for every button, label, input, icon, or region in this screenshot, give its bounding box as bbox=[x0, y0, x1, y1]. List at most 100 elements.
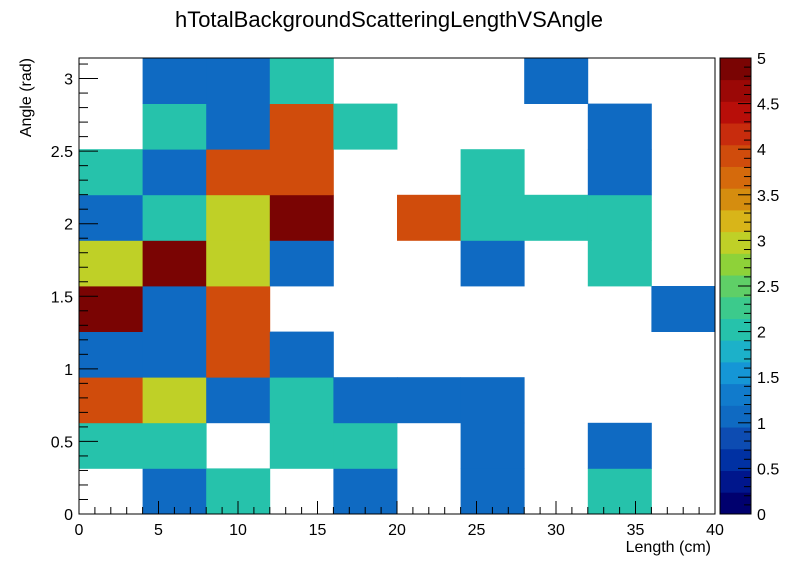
heatmap-cell bbox=[333, 422, 398, 469]
y-tick-label: 0 bbox=[64, 507, 73, 524]
x-tick-label: 5 bbox=[154, 522, 163, 539]
heatmap-cell bbox=[142, 468, 207, 515]
heatmap-cell bbox=[460, 240, 525, 287]
heatmap-cell bbox=[142, 149, 207, 196]
color-scale-swatch bbox=[720, 405, 751, 428]
heatmap-cell bbox=[206, 194, 271, 241]
heatmap-cell bbox=[460, 422, 525, 469]
heatmap-cell bbox=[206, 149, 271, 196]
heatmap-cell bbox=[206, 331, 271, 378]
heatmap-cell bbox=[269, 194, 334, 241]
color-scale-swatch bbox=[720, 296, 751, 319]
x-tick-label: 30 bbox=[547, 522, 565, 539]
heatmap-cell bbox=[269, 103, 334, 150]
color-scale-swatch bbox=[720, 123, 751, 146]
color-scale-swatch bbox=[720, 210, 751, 233]
color-scale-swatch bbox=[720, 362, 751, 385]
chart-title: hTotalBackgroundScatteringLengthVSAngle bbox=[175, 7, 603, 32]
heatmap-cell bbox=[206, 377, 271, 424]
heatmap-cell bbox=[524, 194, 589, 241]
z-tick-label: 3 bbox=[757, 233, 766, 250]
x-tick-label: 25 bbox=[468, 522, 486, 539]
plot-cells bbox=[79, 58, 716, 515]
heatmap-cell bbox=[333, 468, 398, 515]
z-tick-label: 2.5 bbox=[757, 279, 779, 296]
heatmap-cell bbox=[269, 149, 334, 196]
heatmap-cell bbox=[397, 194, 461, 241]
heatmap-cell bbox=[142, 240, 207, 287]
x-tick-label: 15 bbox=[309, 522, 327, 539]
heatmap-cell bbox=[79, 240, 143, 287]
heatmap-cell bbox=[587, 103, 652, 150]
y-tick-label: 1 bbox=[64, 362, 73, 379]
heatmap-cell bbox=[79, 331, 143, 378]
color-scale-swatch bbox=[720, 166, 751, 189]
heatmap-cell bbox=[79, 194, 143, 241]
x-tick-label: 0 bbox=[75, 522, 84, 539]
x-tick-label: 40 bbox=[706, 522, 724, 539]
heatmap-cell bbox=[333, 377, 398, 424]
heatmap-cell bbox=[651, 286, 716, 332]
heatmap-cell bbox=[142, 377, 207, 424]
heatmap-cell bbox=[269, 331, 334, 378]
heatmap-cell bbox=[79, 422, 143, 469]
z-tick-label: 4.5 bbox=[757, 97, 779, 114]
z-tick-label: 5 bbox=[757, 51, 766, 68]
x-axis: 0 5 10 15 20 25 30 35 40 bbox=[75, 501, 724, 539]
color-scale: 0 0.5 1 1.5 2 2.5 3 3.5 4 4.5 5 bbox=[719, 51, 779, 524]
heatmap-cell bbox=[587, 194, 652, 241]
heatmap-cell bbox=[587, 240, 652, 287]
heatmap-cell bbox=[79, 377, 143, 424]
heatmap-cell bbox=[79, 286, 143, 332]
heatmap-cell bbox=[524, 58, 589, 104]
color-scale-swatch bbox=[720, 492, 751, 515]
z-tick-label: 3.5 bbox=[757, 188, 779, 205]
heatmap-cell bbox=[269, 58, 334, 104]
y-tick-label: 2 bbox=[64, 217, 73, 234]
heatmap-cell bbox=[142, 331, 207, 378]
heatmap-cell bbox=[460, 194, 525, 241]
x-axis-title: Length (cm) bbox=[626, 539, 711, 556]
color-scale-swatch bbox=[720, 58, 751, 81]
color-scale-swatch bbox=[720, 231, 751, 254]
heatmap-cell bbox=[333, 103, 398, 150]
heatmap-cell bbox=[587, 149, 652, 196]
y-tick-label: 2.5 bbox=[51, 144, 73, 161]
color-scale-swatch bbox=[720, 253, 751, 276]
color-scale-swatch bbox=[720, 340, 751, 363]
heatmap-cell bbox=[269, 240, 334, 287]
color-scale-swatch bbox=[720, 79, 751, 102]
heatmap-cell bbox=[397, 377, 461, 424]
z-tick-label: 0.5 bbox=[757, 461, 779, 478]
heatmap-cell bbox=[142, 286, 207, 332]
color-scale-swatch bbox=[720, 427, 751, 450]
heatmap-cell bbox=[587, 422, 652, 469]
heatmap-cell bbox=[142, 103, 207, 150]
z-tick-label: 1 bbox=[757, 416, 766, 433]
z-tick-label: 1.5 bbox=[757, 370, 779, 387]
color-scale-swatch bbox=[720, 470, 751, 493]
x-tick-label: 35 bbox=[627, 522, 645, 539]
heatmap-cell bbox=[79, 149, 143, 196]
y-tick-label: 0.5 bbox=[51, 434, 73, 451]
heatmap-cell bbox=[587, 468, 652, 515]
heatmap-cell bbox=[269, 422, 334, 469]
z-tick-label: 4 bbox=[757, 142, 766, 159]
heatmap-cell bbox=[142, 422, 207, 469]
x-tick-label: 10 bbox=[229, 522, 247, 539]
z-tick-label: 0 bbox=[757, 507, 766, 524]
y-tick-label: 3 bbox=[64, 72, 73, 89]
heatmap-cell bbox=[206, 103, 271, 150]
y-axis: 0 0.5 1 1.5 2 2.5 3 bbox=[51, 63, 98, 524]
heatmap-cell bbox=[269, 377, 334, 424]
heatmap-cell bbox=[206, 240, 271, 287]
heatmap-cell bbox=[460, 468, 525, 515]
color-scale-swatch bbox=[720, 188, 751, 211]
color-scale-swatch bbox=[720, 144, 751, 167]
heatmap-cell bbox=[206, 286, 271, 332]
heatmap-cell bbox=[142, 194, 207, 241]
heatmap-cell bbox=[206, 58, 271, 104]
color-scale-swatch bbox=[720, 275, 751, 298]
y-tick-label: 1.5 bbox=[51, 289, 73, 306]
